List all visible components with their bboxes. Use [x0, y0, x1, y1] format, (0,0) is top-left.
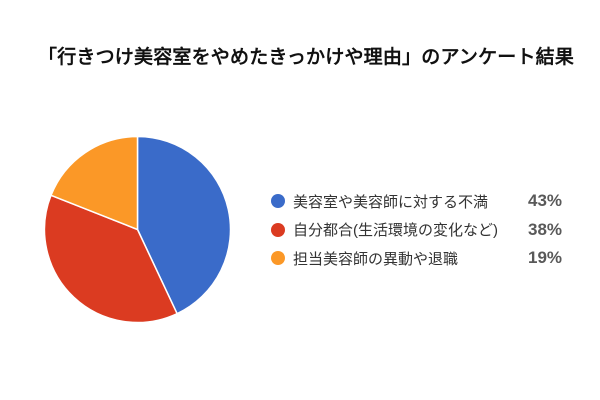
- chart-title: 「行きつけ美容室をやめたきっかけや理由」のアンケート結果: [38, 47, 575, 68]
- legend-value: 38%: [528, 219, 563, 239]
- legend-label: 美容室や美容師に対する不満: [293, 193, 489, 211]
- legend-swatch-icon: [271, 222, 285, 237]
- legend-label: 担当美容師の異動や退職: [293, 250, 459, 268]
- legend-item: 自分都合(生活環境の変化など) 38%: [271, 216, 562, 245]
- pie-chart: [43, 135, 232, 324]
- pie-slice-0: [136, 135, 232, 315]
- legend-value: 19%: [528, 248, 563, 268]
- legend-label: 自分都合(生活環境の変化など): [293, 222, 498, 240]
- legend: 美容室や美容師に対する不満 43% 自分都合(生活環境の変化など) 38% 担当…: [271, 187, 562, 273]
- pie-slices-group: [43, 135, 232, 324]
- pie-slice-2: [50, 135, 139, 231]
- legend-item: 美容室や美容師に対する不満 43%: [271, 187, 562, 216]
- legend-item: 担当美容師の異動や退職 19%: [271, 244, 562, 273]
- pie-slice-1: [43, 194, 178, 324]
- legend-swatch-icon: [271, 194, 285, 209]
- legend-value: 43%: [528, 191, 563, 211]
- legend-swatch-icon: [271, 251, 285, 266]
